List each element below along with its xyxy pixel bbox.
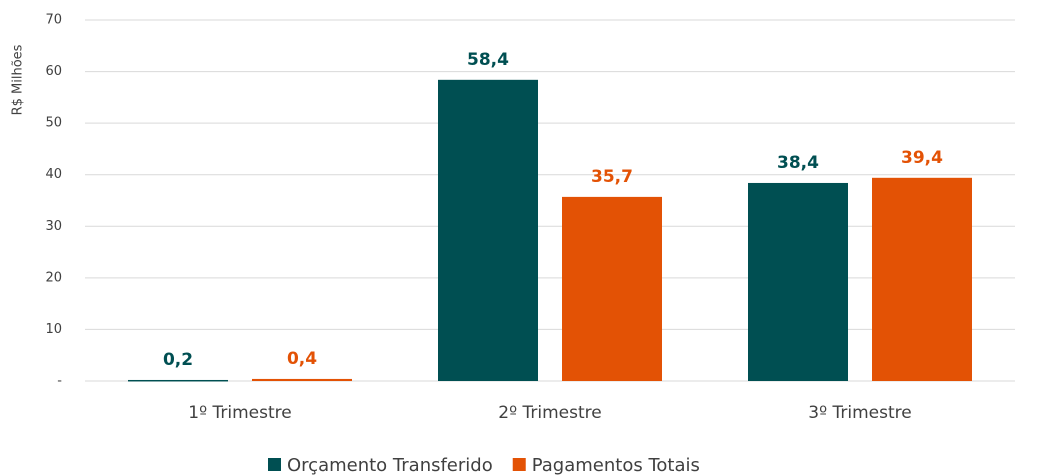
bar <box>438 79 538 381</box>
value-label: 0,4 <box>287 349 317 369</box>
bar <box>872 177 972 381</box>
value-label: 38,4 <box>777 153 819 173</box>
legend-swatch <box>268 458 281 471</box>
value-label: 39,4 <box>901 148 943 168</box>
y-tick-label: 30 <box>45 219 62 234</box>
y-tick-label: 60 <box>45 64 62 79</box>
legend-label: Pagamentos Totais <box>532 455 700 476</box>
y-tick-label: - <box>57 374 62 389</box>
bar <box>748 182 848 381</box>
x-tick-label: 1º Trimestre <box>188 403 291 423</box>
y-tick-label: 10 <box>45 322 62 337</box>
legend-swatch <box>512 458 526 471</box>
legend-label: Orçamento Transferido <box>287 455 493 476</box>
x-tick-label: 3º Trimestre <box>808 403 911 423</box>
x-tick-label: 2º Trimestre <box>498 403 601 423</box>
value-label: 35,7 <box>591 167 633 187</box>
y-tick-label: 70 <box>45 13 62 28</box>
value-label: 58,4 <box>467 50 509 70</box>
y-tick-label: 40 <box>45 167 62 182</box>
bar <box>128 379 228 382</box>
bar <box>562 196 662 381</box>
bar <box>252 378 352 381</box>
y-tick-label: 50 <box>45 116 62 131</box>
value-label: 0,2 <box>163 350 193 370</box>
y-tick-label: 20 <box>45 270 62 285</box>
y-axis-label: R$ Milhões <box>11 44 26 115</box>
